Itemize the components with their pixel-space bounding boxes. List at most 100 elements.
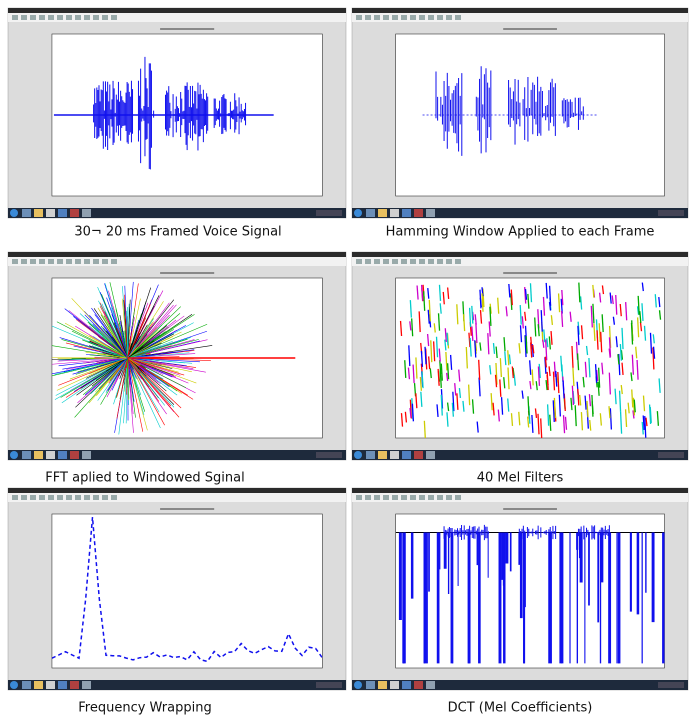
clock bbox=[658, 210, 684, 216]
toolbar-icon bbox=[410, 15, 416, 20]
toolbar-icon bbox=[428, 259, 434, 264]
toolbar-icon bbox=[39, 495, 45, 500]
taskbar-icon bbox=[426, 451, 435, 459]
title-bar bbox=[352, 488, 688, 493]
toolbar-icon bbox=[84, 495, 90, 500]
toolbar-icon bbox=[383, 259, 389, 264]
toolbar-icon bbox=[428, 15, 434, 20]
plot-area bbox=[396, 514, 665, 668]
toolbar-icon bbox=[75, 495, 81, 500]
toolbar-icon bbox=[428, 495, 434, 500]
title-bar bbox=[352, 252, 688, 257]
taskbar-icon bbox=[70, 681, 79, 689]
toolbar-icon bbox=[12, 15, 18, 20]
clock bbox=[316, 210, 342, 216]
taskbar-icon bbox=[378, 451, 387, 459]
taskbar-icon bbox=[402, 209, 411, 217]
taskbar-icon bbox=[22, 209, 31, 217]
plot-title bbox=[160, 272, 214, 274]
toolbar-icon bbox=[75, 259, 81, 264]
start-button bbox=[10, 681, 18, 689]
caption: Frequency Wrapping bbox=[78, 701, 211, 715]
toolbar-icon bbox=[374, 15, 380, 20]
taskbar-icon bbox=[390, 451, 399, 459]
toolbar-icon bbox=[48, 15, 54, 20]
toolbar-icon bbox=[39, 259, 45, 264]
toolbar-icon bbox=[392, 15, 398, 20]
clock bbox=[658, 682, 684, 688]
toolbar-icon bbox=[84, 259, 90, 264]
toolbar-icon bbox=[48, 495, 54, 500]
toolbar-icon bbox=[102, 259, 108, 264]
toolbar-icon bbox=[75, 15, 81, 20]
clock bbox=[316, 682, 342, 688]
taskbar-icon bbox=[82, 209, 91, 217]
toolbar-icon bbox=[30, 259, 36, 264]
plot-title bbox=[503, 28, 557, 30]
toolbar-icon bbox=[57, 15, 63, 20]
caption: 30¬ 20 ms Framed Voice Signal bbox=[74, 225, 281, 240]
toolbar-icon bbox=[356, 259, 362, 264]
toolbar-icon bbox=[111, 495, 117, 500]
taskbar-icon bbox=[366, 681, 375, 689]
toolbar-icon bbox=[437, 495, 443, 500]
screenshot-panel: FFT aplied to Windowed Sginal bbox=[8, 252, 346, 486]
taskbar-icon bbox=[46, 209, 55, 217]
caption: Hamming Window Applied to each Frame bbox=[386, 225, 655, 240]
taskbar-icon bbox=[22, 681, 31, 689]
plot-title bbox=[503, 508, 557, 510]
plot-area bbox=[52, 514, 322, 668]
toolbar-icon bbox=[111, 259, 117, 264]
taskbar-icon bbox=[378, 681, 387, 689]
toolbar-icon bbox=[111, 15, 117, 20]
toolbar-icon bbox=[57, 495, 63, 500]
start-button bbox=[354, 451, 362, 459]
toolbar-icon bbox=[455, 259, 461, 264]
toolbar-icon bbox=[66, 15, 72, 20]
toolbar-icon bbox=[392, 495, 398, 500]
taskbar-icon bbox=[34, 451, 43, 459]
screenshot-panel: DCT (Mel Coefficients) bbox=[352, 488, 688, 715]
toolbar-icon bbox=[356, 15, 362, 20]
toolbar-icon bbox=[437, 259, 443, 264]
toolbar-icon bbox=[365, 15, 371, 20]
caption: DCT (Mel Coefficients) bbox=[448, 701, 593, 715]
toolbar-icon bbox=[57, 259, 63, 264]
taskbar-icon bbox=[402, 681, 411, 689]
taskbar-icon bbox=[414, 209, 423, 217]
taskbar-icon bbox=[58, 451, 67, 459]
plot-area bbox=[396, 278, 665, 438]
toolbar-icon bbox=[374, 259, 380, 264]
clock bbox=[316, 452, 342, 458]
taskbar-icon bbox=[414, 681, 423, 689]
toolbar-icon bbox=[66, 259, 72, 264]
taskbar-icon bbox=[366, 209, 375, 217]
toolbar-icon bbox=[383, 15, 389, 20]
toolbar-icon bbox=[66, 495, 72, 500]
taskbar-icon bbox=[82, 451, 91, 459]
taskbar-icon bbox=[414, 451, 423, 459]
toolbar-icon bbox=[30, 15, 36, 20]
toolbar-icon bbox=[446, 495, 452, 500]
toolbar-icon bbox=[401, 495, 407, 500]
toolbar-icon bbox=[48, 259, 54, 264]
toolbar-icon bbox=[419, 259, 425, 264]
start-button bbox=[354, 209, 362, 217]
taskbar-icon bbox=[34, 681, 43, 689]
taskbar-icon bbox=[378, 209, 387, 217]
toolbar-icon bbox=[93, 259, 99, 264]
title-bar bbox=[352, 8, 688, 13]
clock bbox=[658, 452, 684, 458]
toolbar-icon bbox=[102, 15, 108, 20]
taskbar-icon bbox=[34, 209, 43, 217]
plot-title bbox=[160, 28, 214, 30]
toolbar-icon bbox=[410, 495, 416, 500]
toolbar-icon bbox=[365, 495, 371, 500]
toolbar-icon bbox=[30, 495, 36, 500]
toolbar-icon bbox=[446, 15, 452, 20]
toolbar-icon bbox=[401, 259, 407, 264]
plot-title bbox=[160, 508, 214, 510]
taskbar-icon bbox=[390, 681, 399, 689]
plot-title bbox=[503, 272, 557, 274]
screenshot-panel: 30¬ 20 ms Framed Voice Signal bbox=[8, 8, 346, 240]
